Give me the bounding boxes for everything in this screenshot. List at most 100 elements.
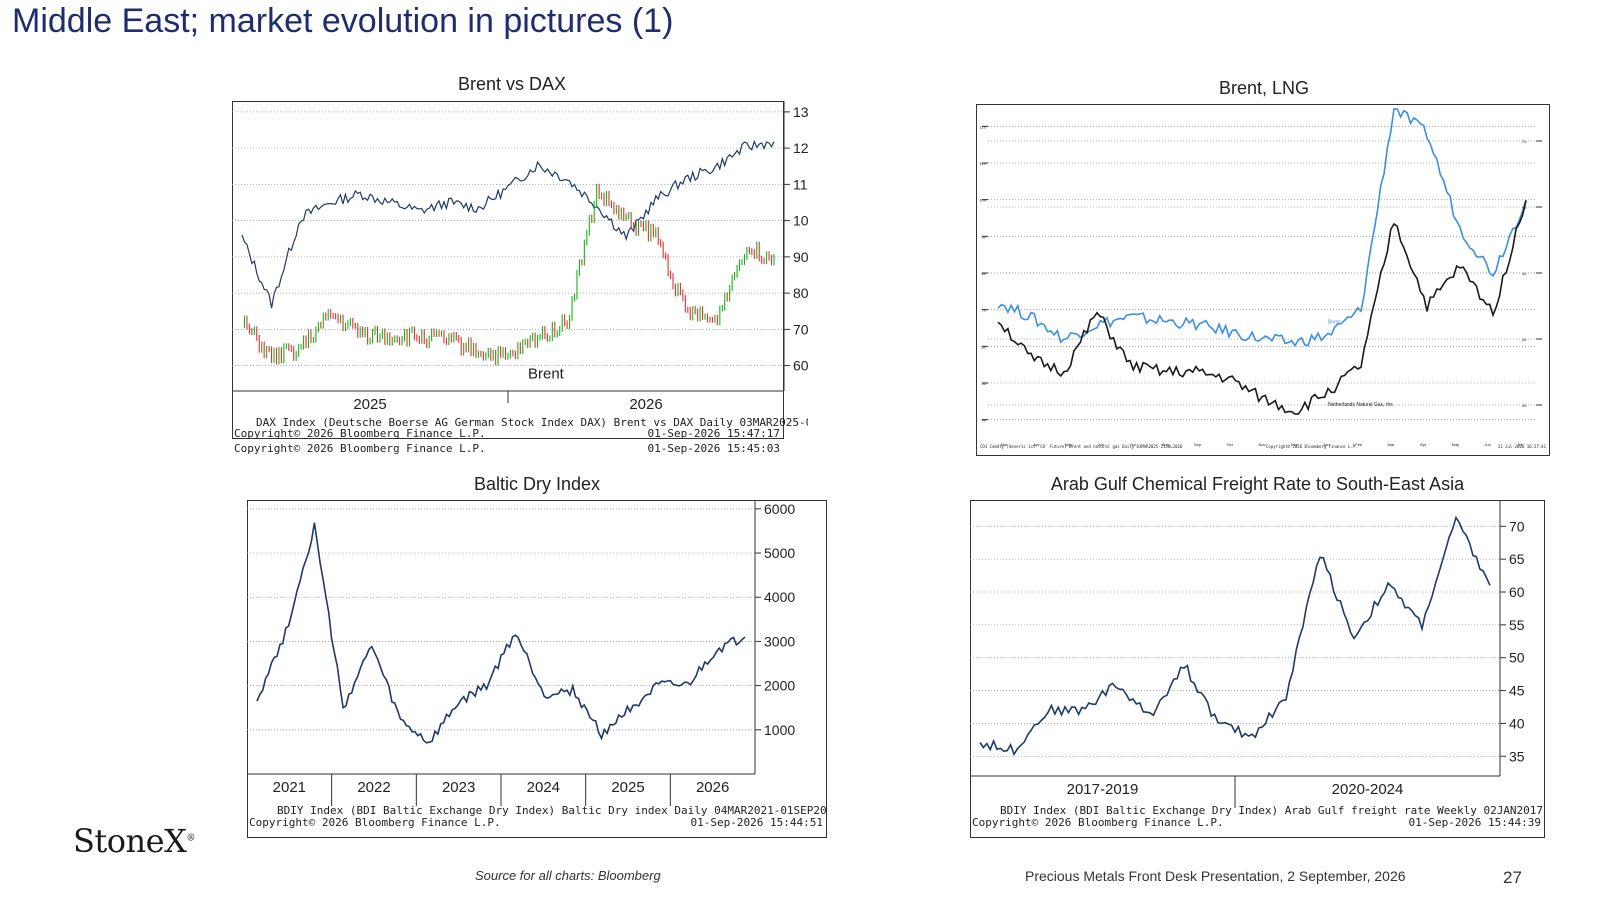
c0-tick-label-right-2: 80 [793,285,808,301]
page-title: Middle East; market evolution in picture… [12,2,674,40]
c2-x-tick-label-1: 2022 [357,779,390,796]
c3-footer-desc: BDIY Index (BDI Baltic Exchange Dry Inde… [1000,804,1545,817]
c0-tick-label-right-0: 60 [793,358,808,374]
c1-tick-label-right-4: 70 [1522,139,1527,144]
c1-x-tick-label-1: Apr [1033,442,1040,447]
c0-footer-timestamp: 01-Sep-2026 15:47:17 [648,427,780,440]
c1-x-tick-label-4: Jul [1130,442,1135,447]
c1-tick-label-left-7: 110 [980,161,987,166]
c3-x-tick-label-1: 2020-2024 [1332,781,1404,798]
c3-tick-label-right-3: 50 [1509,650,1525,666]
source-note: Source for all charts: Bloomberg [475,868,661,883]
c3-tick-label-right-5: 60 [1509,584,1525,600]
chart-title-brent-dax: Brent vs DAX [457,74,567,94]
c1-tick-label-left-1: 50 [982,381,987,386]
c1-x-tick-label-12: Mar [1387,442,1395,447]
c0-footer-timestamp-2: 01-Sep-2026 15:45:03 [648,442,780,455]
c0-x-tick-label-1: 2026 [629,396,662,413]
c0-tick-label-right-6: 120 [793,140,808,156]
c2-x-tick-label-2: 2023 [442,779,475,796]
c0-tick-label-right-1: 70 [793,321,808,337]
c3-frame [970,500,1545,838]
c1-footer-desc: CO1 Comdty (Generic 1st 'CO' Future) Bre… [980,444,1183,449]
chart-brent-dax: 6070809010011012013018000190002000021000… [232,101,808,467]
c1-x-tick-label-9: Dec [1291,442,1298,447]
c1-x-tick-label-8: Nov [1258,442,1265,447]
chart-baltic-dry-svg: 1000 2000 3000 4000 5000 6000 2021 2022 2023 2024… [247,500,827,838]
c2-frame [247,500,827,838]
c1-tick-label-left-3: 70 [982,308,987,313]
chart-title-baltic-dry: Baltic Dry Index [473,474,601,494]
c1-tick-label-left-2: 60 [982,344,987,349]
stonex-logo: StoneX® [73,822,195,860]
c0-series-0-line [241,139,775,309]
chart-arab-gulf-svg: 35 40 45 50 55 60 65 70 2017-2019 2020-2024 BDIY I… [970,500,1545,838]
chart-brent-dax-svg: 6070809010011012013018000190002000021000… [232,101,808,455]
c0-x-tick-label-0: 2025 [353,396,386,413]
c3-series-0-line [979,515,1491,757]
c1-tick-label-left-0: 40 [982,418,987,423]
c0-footer-desc: DAX Index (Deutsche Boerse AG German Sto… [256,416,808,429]
c2-footer-desc: BDIY Index (BDI Baltic Exchange Dry Inde… [277,804,827,817]
c2-tick-label-right-3: 4000 [764,589,795,605]
c0-series-label-1: Brent [528,365,565,382]
c1-x-tick-label-7: Oct [1227,442,1234,447]
c0-tick-label-right-4: 100 [793,213,808,229]
c3-tick-label-right-6: 65 [1509,551,1525,567]
c3-footer-timestamp: 01-Sep-2026 15:44:39 [1409,816,1541,829]
c1-x-tick-label-14: May [1452,442,1460,447]
c3-tick-label-right-7: 70 [1509,518,1525,534]
c1-x-tick-label-2: May [1065,442,1073,447]
c2-footer-timestamp: 01-Sep-2026 15:44:51 [691,816,823,829]
c3-x-tick-label-0: 2017-2019 [1067,781,1139,798]
c2-tick-label-right-1: 2000 [764,678,795,694]
c0-tick-label-right-7: 130 [793,104,808,120]
c1-x-tick-label-0: Mar [1001,442,1009,447]
page-number: 27 [1503,868,1522,887]
c2-x-tick-label-0: 2021 [273,779,306,796]
c2-tick-label-right-2: 3000 [764,633,795,649]
c0-frame [232,101,784,439]
c1-x-tick-label-6: Sep [1194,442,1202,447]
c2-x-tick-label-4: 2025 [611,779,644,796]
c0-footer-copyright: Copyright© 2026 Bloomberg Finance L.P. [234,427,486,440]
c2-tick-label-right-0: 1000 [764,722,795,738]
c2-footer-copyright: Copyright© 2026 Bloomberg Finance L.P. [249,816,501,829]
c1-footer-timestamp: 21-Jul-2026 16:27:41 [1498,444,1547,449]
c3-tick-label-right-0: 35 [1509,748,1525,764]
c1-series-0-line [997,108,1527,348]
c3-tick-label-right-1: 40 [1509,715,1525,731]
c2-tick-label-right-4: 5000 [764,545,795,561]
chart-baltic-dry: 1000 2000 3000 4000 5000 6000 2021 2022 2023 2024… [247,500,827,850]
presentation-footer: Precious Metals Front Desk Presentation,… [1025,868,1406,884]
c1-frame [976,104,1550,456]
c1-tick-label-left-5: 90 [982,234,987,239]
c3-tick-label-right-4: 55 [1509,617,1525,633]
chart-brent-lng: 30 40 50 60 70 40 50 60 70 80 90 100 110 120 Mar Apr May… [976,104,1550,456]
chart-title-brent-lng: Brent, LNG [1218,78,1310,98]
c1-x-tick-label-11: Feb [1355,442,1363,447]
c1-series-label-0: Brent [1328,319,1341,325]
c1-series-1-line [997,200,1527,415]
c1-x-tick-label-10: Jan [1323,442,1329,447]
c0-tick-label-right-3: 90 [793,249,808,265]
c1-tick-label-right-1: 40 [1522,337,1527,342]
c2-tick-label-right-5: 6000 [764,501,795,517]
c1-tick-label-right-0: 30 [1522,403,1527,408]
c1-tick-label-left-6: 100 [979,198,986,203]
c0-tick-label-right-5: 110 [793,176,808,192]
c2-series-0-line [256,522,746,744]
chart-arab-gulf: 35 40 45 50 55 60 65 70 2017-2019 2020-2024 BDIY I… [970,500,1545,850]
c1-x-tick-label-16: Jul [1517,442,1522,447]
c2-x-tick-label-5: 2026 [696,779,729,796]
c2-x-tick-label-3: 2024 [527,779,560,796]
c1-x-tick-label-15: Jun [1484,442,1490,447]
c1-tick-label-left-4: 80 [982,271,987,276]
c1-tick-label-left-8: 120 [979,124,986,129]
c1-x-tick-label-3: Jun [1098,442,1104,447]
c3-tick-label-right-2: 45 [1509,683,1525,699]
c1-footer-copyright: Copyright© 2026 Bloomberg Finance L.P. [1266,444,1358,449]
c1-x-tick-label-13: Apr [1420,442,1427,447]
c0-footer-copyright-2: Copyright© 2026 Bloomberg Finance L.P. [234,442,486,455]
